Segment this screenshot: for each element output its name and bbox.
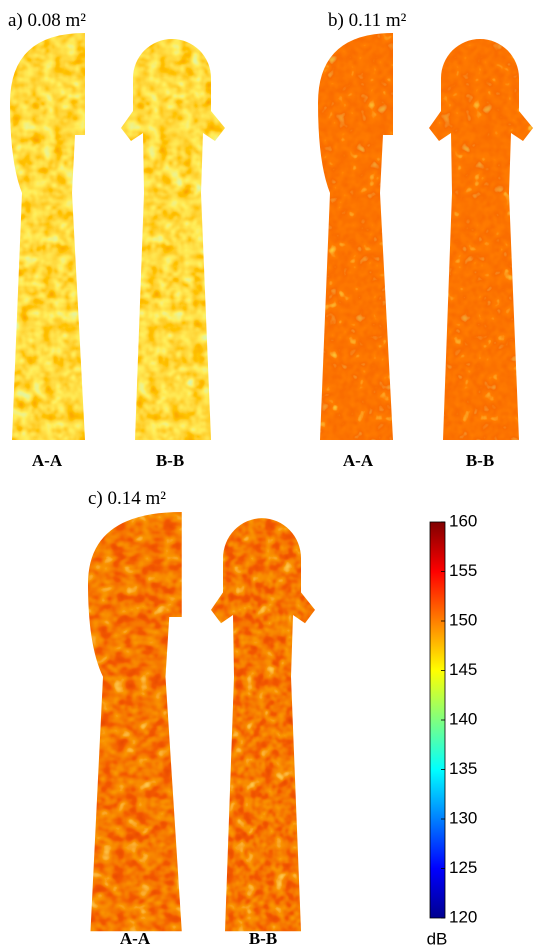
tick-label: 135 bbox=[449, 759, 477, 778]
section-label: B-B bbox=[249, 929, 277, 948]
tick-label: 145 bbox=[449, 660, 477, 679]
panel-title: b) 0.11 m² bbox=[328, 10, 407, 31]
field-map bbox=[88, 512, 182, 932]
panel-title: c) 0.14 m² bbox=[88, 488, 166, 509]
section-label: A-A bbox=[32, 451, 63, 470]
tick-label: 160 bbox=[449, 511, 477, 530]
field-map bbox=[10, 33, 85, 440]
colorbar-title: dB bbox=[427, 929, 448, 948]
section-label: A-A bbox=[120, 929, 151, 948]
section-label: A-A bbox=[343, 451, 374, 470]
tick-label: 130 bbox=[449, 808, 477, 827]
tick-label: 125 bbox=[449, 858, 477, 877]
tick-label: 155 bbox=[449, 561, 477, 580]
colorbar: dB 120 125 130 135 140 145 150 155 160 bbox=[427, 511, 478, 948]
field-map bbox=[429, 39, 533, 440]
field-map bbox=[121, 39, 225, 440]
section-label: B-B bbox=[466, 451, 494, 470]
tick-label: 150 bbox=[449, 610, 477, 629]
field-map bbox=[318, 33, 393, 440]
panel-title: a) 0.08 m² bbox=[8, 10, 86, 31]
tick-label: 120 bbox=[449, 907, 477, 926]
section-label: B-B bbox=[156, 451, 184, 470]
field-map bbox=[211, 518, 315, 932]
tick-label: 140 bbox=[449, 709, 477, 728]
